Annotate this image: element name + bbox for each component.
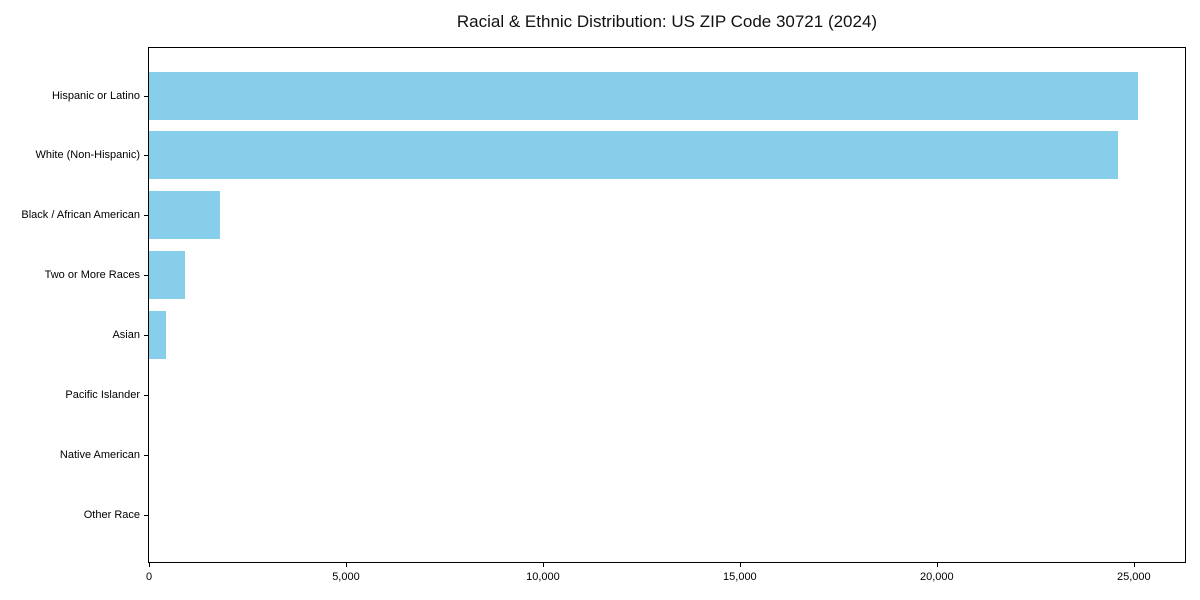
y-tick-mark (144, 95, 148, 97)
y-tick-label: Other Race (83, 508, 140, 521)
x-tick-mark (739, 563, 741, 567)
x-tick-mark (542, 563, 544, 567)
y-tick-label: Two or More Races (44, 269, 140, 282)
y-tick-mark (144, 275, 148, 277)
y-tick-label: White (Non-Hispanic) (35, 149, 140, 162)
y-tick-mark (144, 155, 148, 157)
y-tick-mark (144, 215, 148, 217)
plot-area (148, 47, 1186, 563)
y-tick-mark (144, 395, 148, 396)
x-tick-mark (149, 563, 150, 567)
bar (149, 71, 1138, 120)
x-tick-label: 10,000 (526, 571, 560, 583)
y-tick-label: Hispanic or Latino (51, 89, 140, 102)
x-tick-mark (936, 563, 938, 567)
x-tick-label: 15,000 (723, 571, 757, 583)
y-tick-label: Native American (59, 448, 140, 461)
bar (149, 311, 166, 360)
x-tick-label: 25,000 (1116, 571, 1151, 583)
bar (149, 251, 186, 300)
y-tick-mark (144, 454, 148, 456)
x-tick-label: 5,000 (332, 571, 360, 583)
y-tick-label: Asian (112, 329, 140, 342)
bar (149, 191, 220, 240)
y-tick-label: Black / African American (21, 209, 140, 222)
x-tick-mark (345, 563, 347, 567)
y-tick-mark (144, 514, 148, 516)
bar (149, 131, 1119, 180)
x-tick-label: 20,000 (920, 571, 954, 583)
y-tick-label: Pacific Islander (65, 389, 140, 401)
x-tick-mark (1133, 563, 1135, 567)
y-tick-mark (144, 335, 148, 337)
chart-title: Racial & Ethnic Distribution: US ZIP Cod… (456, 12, 878, 31)
x-tick-label: 0 (145, 571, 153, 583)
